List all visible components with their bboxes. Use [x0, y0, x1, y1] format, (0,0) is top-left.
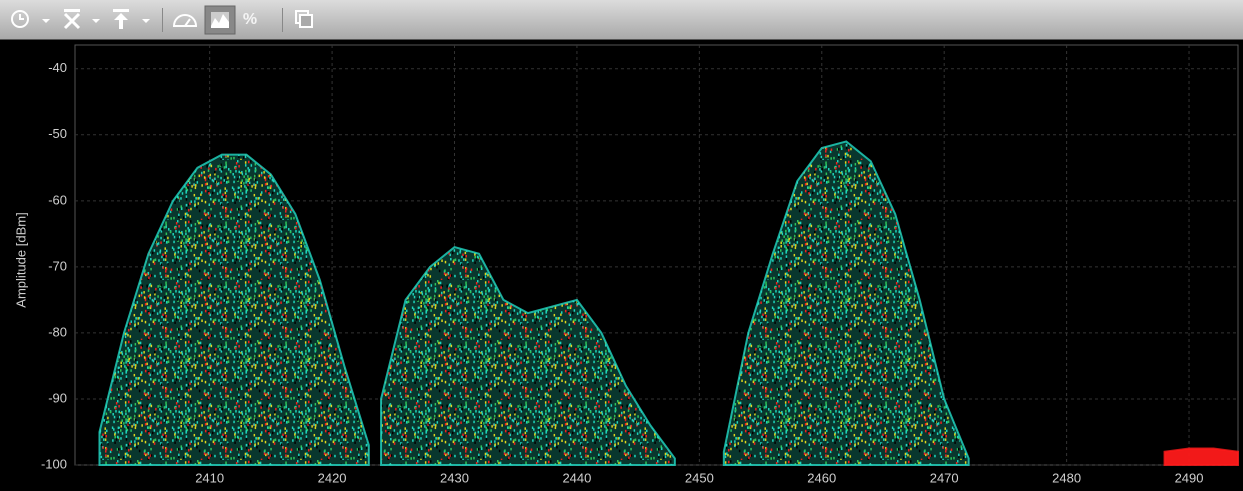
x-tick-label: 2450: [685, 470, 714, 485]
y-tick-label: -40: [48, 60, 67, 75]
x-tick-label: 2420: [318, 470, 347, 485]
x-tick-label: 2480: [1052, 470, 1081, 485]
x-tick-label: 2440: [562, 470, 591, 485]
x-tick-label: 2430: [440, 470, 469, 485]
dropdown-arrow[interactable]: [42, 19, 50, 23]
separator: [162, 8, 163, 32]
y-tick-label: -60: [48, 192, 67, 207]
window-button[interactable]: [295, 10, 313, 28]
history-button[interactable]: [11, 10, 29, 28]
density-region: [722, 140, 970, 466]
y-tick-label: -50: [48, 126, 67, 141]
toolbar: %: [0, 0, 1243, 40]
max-hold-button[interactable]: [113, 9, 129, 29]
y-tick-label: -70: [48, 258, 67, 273]
percent-button[interactable]: %: [243, 11, 257, 28]
x-tick-label: 2470: [930, 470, 959, 485]
separator: [282, 8, 283, 32]
x-tick-label: 2460: [807, 470, 836, 485]
density-icon: [211, 12, 229, 28]
y-tick-label: -80: [48, 324, 67, 339]
y-tick-label: -90: [48, 390, 67, 405]
gauge-button[interactable]: [172, 14, 198, 27]
density-region: [1163, 447, 1239, 466]
dropdown-arrow[interactable]: [92, 19, 100, 23]
chart: Amplitude [dBm] -40 -50 -60 -70 -80 -90 -100 24…: [13, 44, 1239, 485]
density-region: [380, 245, 676, 466]
dropdown-arrow[interactable]: [142, 19, 150, 23]
density-region: [98, 153, 370, 466]
y-tick-label: -100: [41, 456, 67, 471]
x-tick-label: 2490: [1175, 470, 1204, 485]
clear-button[interactable]: [63, 9, 81, 30]
toolbar-icons: %: [11, 5, 313, 35]
x-tick-label: 2410: [195, 470, 224, 485]
density-button-active[interactable]: [204, 5, 236, 35]
y-axis-label: Amplitude [dBm]: [13, 212, 28, 307]
